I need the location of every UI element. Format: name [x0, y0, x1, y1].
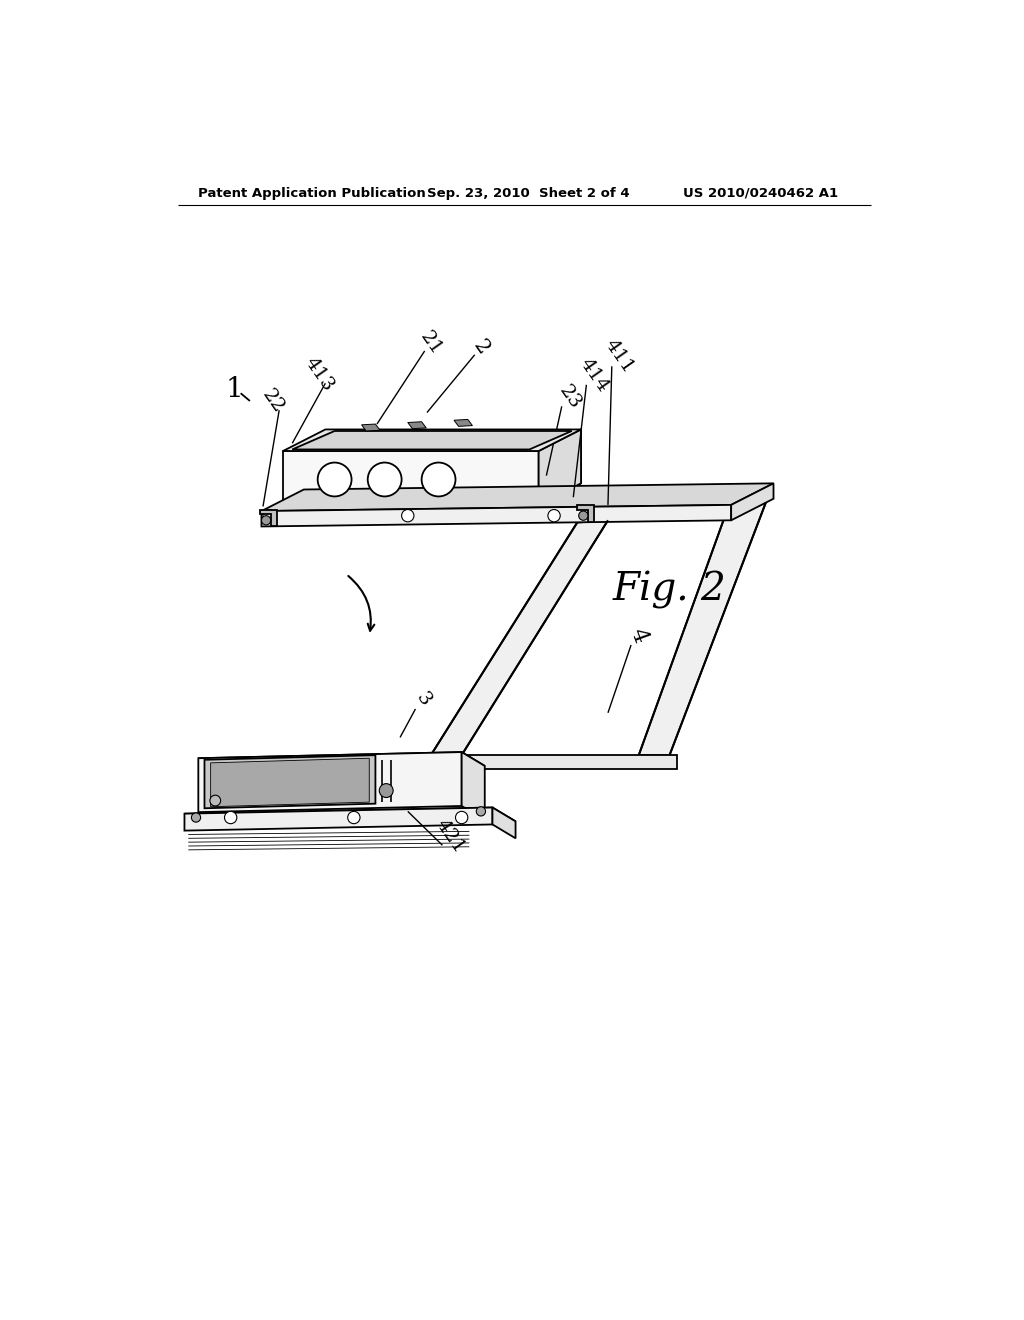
Text: Fig. 2: Fig. 2	[612, 570, 726, 609]
Polygon shape	[539, 429, 581, 506]
Circle shape	[476, 807, 485, 816]
Polygon shape	[578, 506, 594, 521]
Polygon shape	[261, 483, 773, 511]
Text: 2: 2	[469, 337, 493, 358]
Polygon shape	[462, 752, 484, 820]
Polygon shape	[639, 503, 766, 755]
Circle shape	[401, 510, 414, 521]
Circle shape	[579, 511, 588, 520]
Circle shape	[261, 516, 270, 525]
Polygon shape	[423, 755, 677, 770]
FancyArrowPatch shape	[348, 576, 375, 631]
Polygon shape	[539, 429, 581, 506]
Polygon shape	[408, 422, 426, 429]
Circle shape	[191, 813, 201, 822]
Polygon shape	[361, 424, 380, 430]
Circle shape	[317, 462, 351, 496]
Text: 22: 22	[258, 385, 288, 416]
Circle shape	[210, 795, 220, 807]
Polygon shape	[199, 752, 484, 772]
Circle shape	[263, 510, 275, 521]
Polygon shape	[454, 420, 472, 426]
Polygon shape	[261, 506, 731, 527]
Polygon shape	[184, 808, 515, 828]
Text: 1: 1	[225, 376, 244, 403]
Polygon shape	[283, 451, 539, 506]
Circle shape	[348, 812, 360, 824]
Polygon shape	[493, 808, 515, 838]
Text: 23: 23	[555, 381, 584, 412]
Circle shape	[456, 812, 468, 824]
Text: 421: 421	[432, 816, 468, 857]
Text: Sep. 23, 2010  Sheet 2 of 4: Sep. 23, 2010 Sheet 2 of 4	[427, 186, 630, 199]
Polygon shape	[184, 808, 493, 830]
Circle shape	[368, 462, 401, 496]
Text: 413: 413	[301, 354, 337, 395]
Circle shape	[422, 462, 456, 496]
Polygon shape	[211, 758, 370, 807]
Circle shape	[224, 812, 237, 824]
Text: 411: 411	[601, 335, 638, 376]
Polygon shape	[292, 430, 571, 449]
Text: 3: 3	[413, 689, 434, 709]
Text: US 2010/0240462 A1: US 2010/0240462 A1	[683, 186, 839, 199]
Text: Patent Application Publication: Patent Application Publication	[199, 186, 426, 199]
Text: 21: 21	[417, 327, 445, 359]
Circle shape	[379, 784, 393, 797]
Polygon shape	[205, 755, 376, 808]
Text: 4: 4	[626, 626, 651, 647]
Polygon shape	[283, 429, 581, 451]
Polygon shape	[260, 510, 276, 527]
Polygon shape	[199, 752, 462, 812]
Text: 414: 414	[577, 355, 612, 396]
Polygon shape	[731, 483, 773, 520]
Circle shape	[548, 510, 560, 521]
Polygon shape	[431, 520, 608, 755]
